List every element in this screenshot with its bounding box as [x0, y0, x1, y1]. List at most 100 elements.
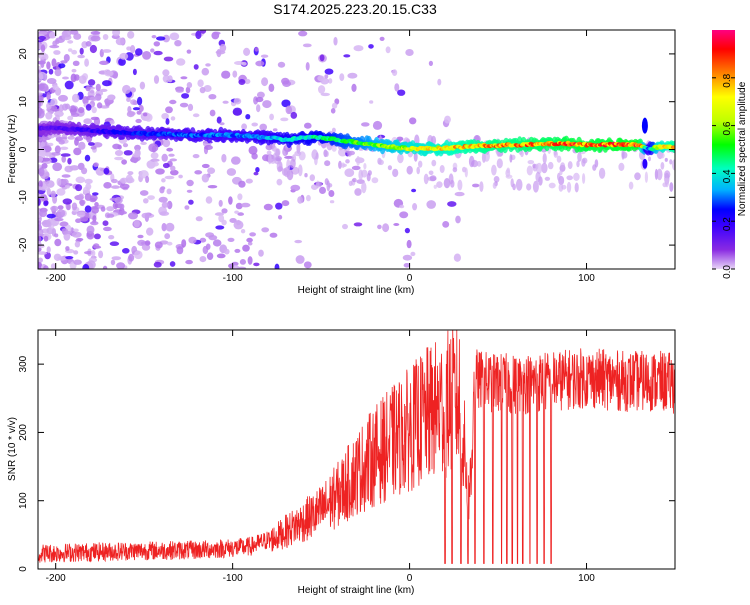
noise-cell — [235, 202, 243, 210]
noise-cell — [618, 162, 625, 171]
noise-cell — [231, 156, 241, 165]
noise-cell — [122, 248, 130, 254]
noise-cell — [361, 181, 367, 194]
noise-cell — [185, 86, 191, 94]
noise-cell — [428, 170, 434, 176]
noise-cell — [60, 60, 68, 64]
noise-cell — [106, 206, 115, 212]
noise-cell — [311, 149, 319, 160]
noise-cell — [39, 209, 47, 218]
noise-cell — [90, 116, 100, 121]
noise-cell — [193, 64, 199, 70]
noise-cell — [61, 34, 72, 41]
noise-cell — [199, 237, 207, 243]
noise-cell — [306, 194, 311, 202]
noise-cell — [232, 107, 243, 116]
noise-cell — [58, 94, 68, 102]
noise-cell — [634, 172, 641, 181]
noise-cell — [166, 241, 173, 246]
y-tick-label: 10 — [18, 96, 29, 108]
noise-cell — [246, 237, 253, 243]
snr-frame — [37, 329, 676, 570]
noise-cell — [249, 232, 256, 237]
noise-cell — [118, 210, 127, 215]
noise-cell — [81, 167, 88, 175]
x-tick-label: -100 — [223, 573, 243, 584]
noise-cell — [238, 180, 246, 188]
ridge-spike — [641, 117, 648, 134]
noise-cell — [526, 183, 532, 191]
noise-cell — [46, 218, 52, 228]
noise-cell — [71, 49, 78, 55]
noise-cell — [399, 204, 405, 209]
noise-cell — [245, 178, 253, 184]
noise-cell — [274, 156, 282, 162]
noise-cell — [61, 155, 66, 163]
noise-cell — [371, 177, 379, 184]
noise-cell — [234, 210, 240, 214]
noise-cell — [180, 76, 188, 80]
noise-cell — [65, 184, 70, 189]
noise-cell — [447, 201, 457, 207]
noise-cell — [159, 187, 165, 194]
noise-cell — [351, 165, 361, 171]
noise-cell — [393, 223, 400, 226]
noise-cell — [184, 205, 190, 210]
noise-cell — [266, 150, 272, 155]
noise-cell — [38, 246, 42, 252]
noise-cell — [85, 104, 92, 111]
noise-cell — [56, 188, 66, 196]
noise-cell — [194, 170, 203, 175]
snr-line — [38, 330, 675, 564]
noise-cell — [91, 106, 97, 114]
noise-cell — [100, 206, 106, 212]
noise-cell — [165, 222, 175, 232]
noise-cell — [72, 60, 80, 66]
noise-cell — [47, 134, 55, 139]
noise-cell — [354, 188, 362, 196]
noise-cell — [64, 80, 74, 90]
noise-cell — [111, 256, 122, 261]
noise-cell — [48, 68, 54, 75]
noise-cell — [268, 83, 275, 93]
noise-cell — [74, 241, 81, 248]
noise-cell — [52, 85, 59, 91]
noise-cell — [192, 113, 200, 118]
noise-cell — [423, 173, 429, 185]
noise-cell — [56, 209, 66, 218]
noise-cell — [559, 170, 563, 176]
noise-cell — [324, 160, 331, 167]
noise-cell — [242, 244, 250, 252]
noise-cell — [240, 229, 246, 234]
noise-cell — [43, 200, 49, 207]
noise-cell — [330, 108, 336, 114]
noise-cell — [491, 164, 497, 176]
noise-cell — [119, 52, 129, 60]
noise-cell — [54, 217, 64, 222]
noise-cell — [38, 197, 41, 206]
noise-cell — [145, 175, 150, 183]
noise-cell — [664, 157, 668, 162]
noise-cell — [213, 31, 221, 35]
noise-cell — [576, 160, 580, 168]
noise-cell — [406, 239, 412, 249]
noise-cell — [84, 193, 92, 201]
noise-cell — [412, 203, 418, 211]
noise-cell — [65, 256, 74, 260]
noise-cell — [176, 246, 184, 255]
noise-cell — [38, 180, 43, 189]
noise-cell — [276, 160, 283, 173]
noise-cell — [331, 145, 337, 152]
noise-cell — [59, 221, 69, 227]
noise-cell — [457, 179, 463, 191]
noise-cell — [527, 160, 535, 165]
spectrogram-x-label: Height of straight line (km) — [298, 285, 415, 296]
noise-cell — [656, 168, 663, 181]
noise-cell — [426, 200, 437, 209]
noise-cell — [65, 246, 70, 251]
noise-cell — [218, 214, 225, 223]
noise-cell — [311, 184, 318, 191]
noise-cell — [46, 61, 51, 70]
